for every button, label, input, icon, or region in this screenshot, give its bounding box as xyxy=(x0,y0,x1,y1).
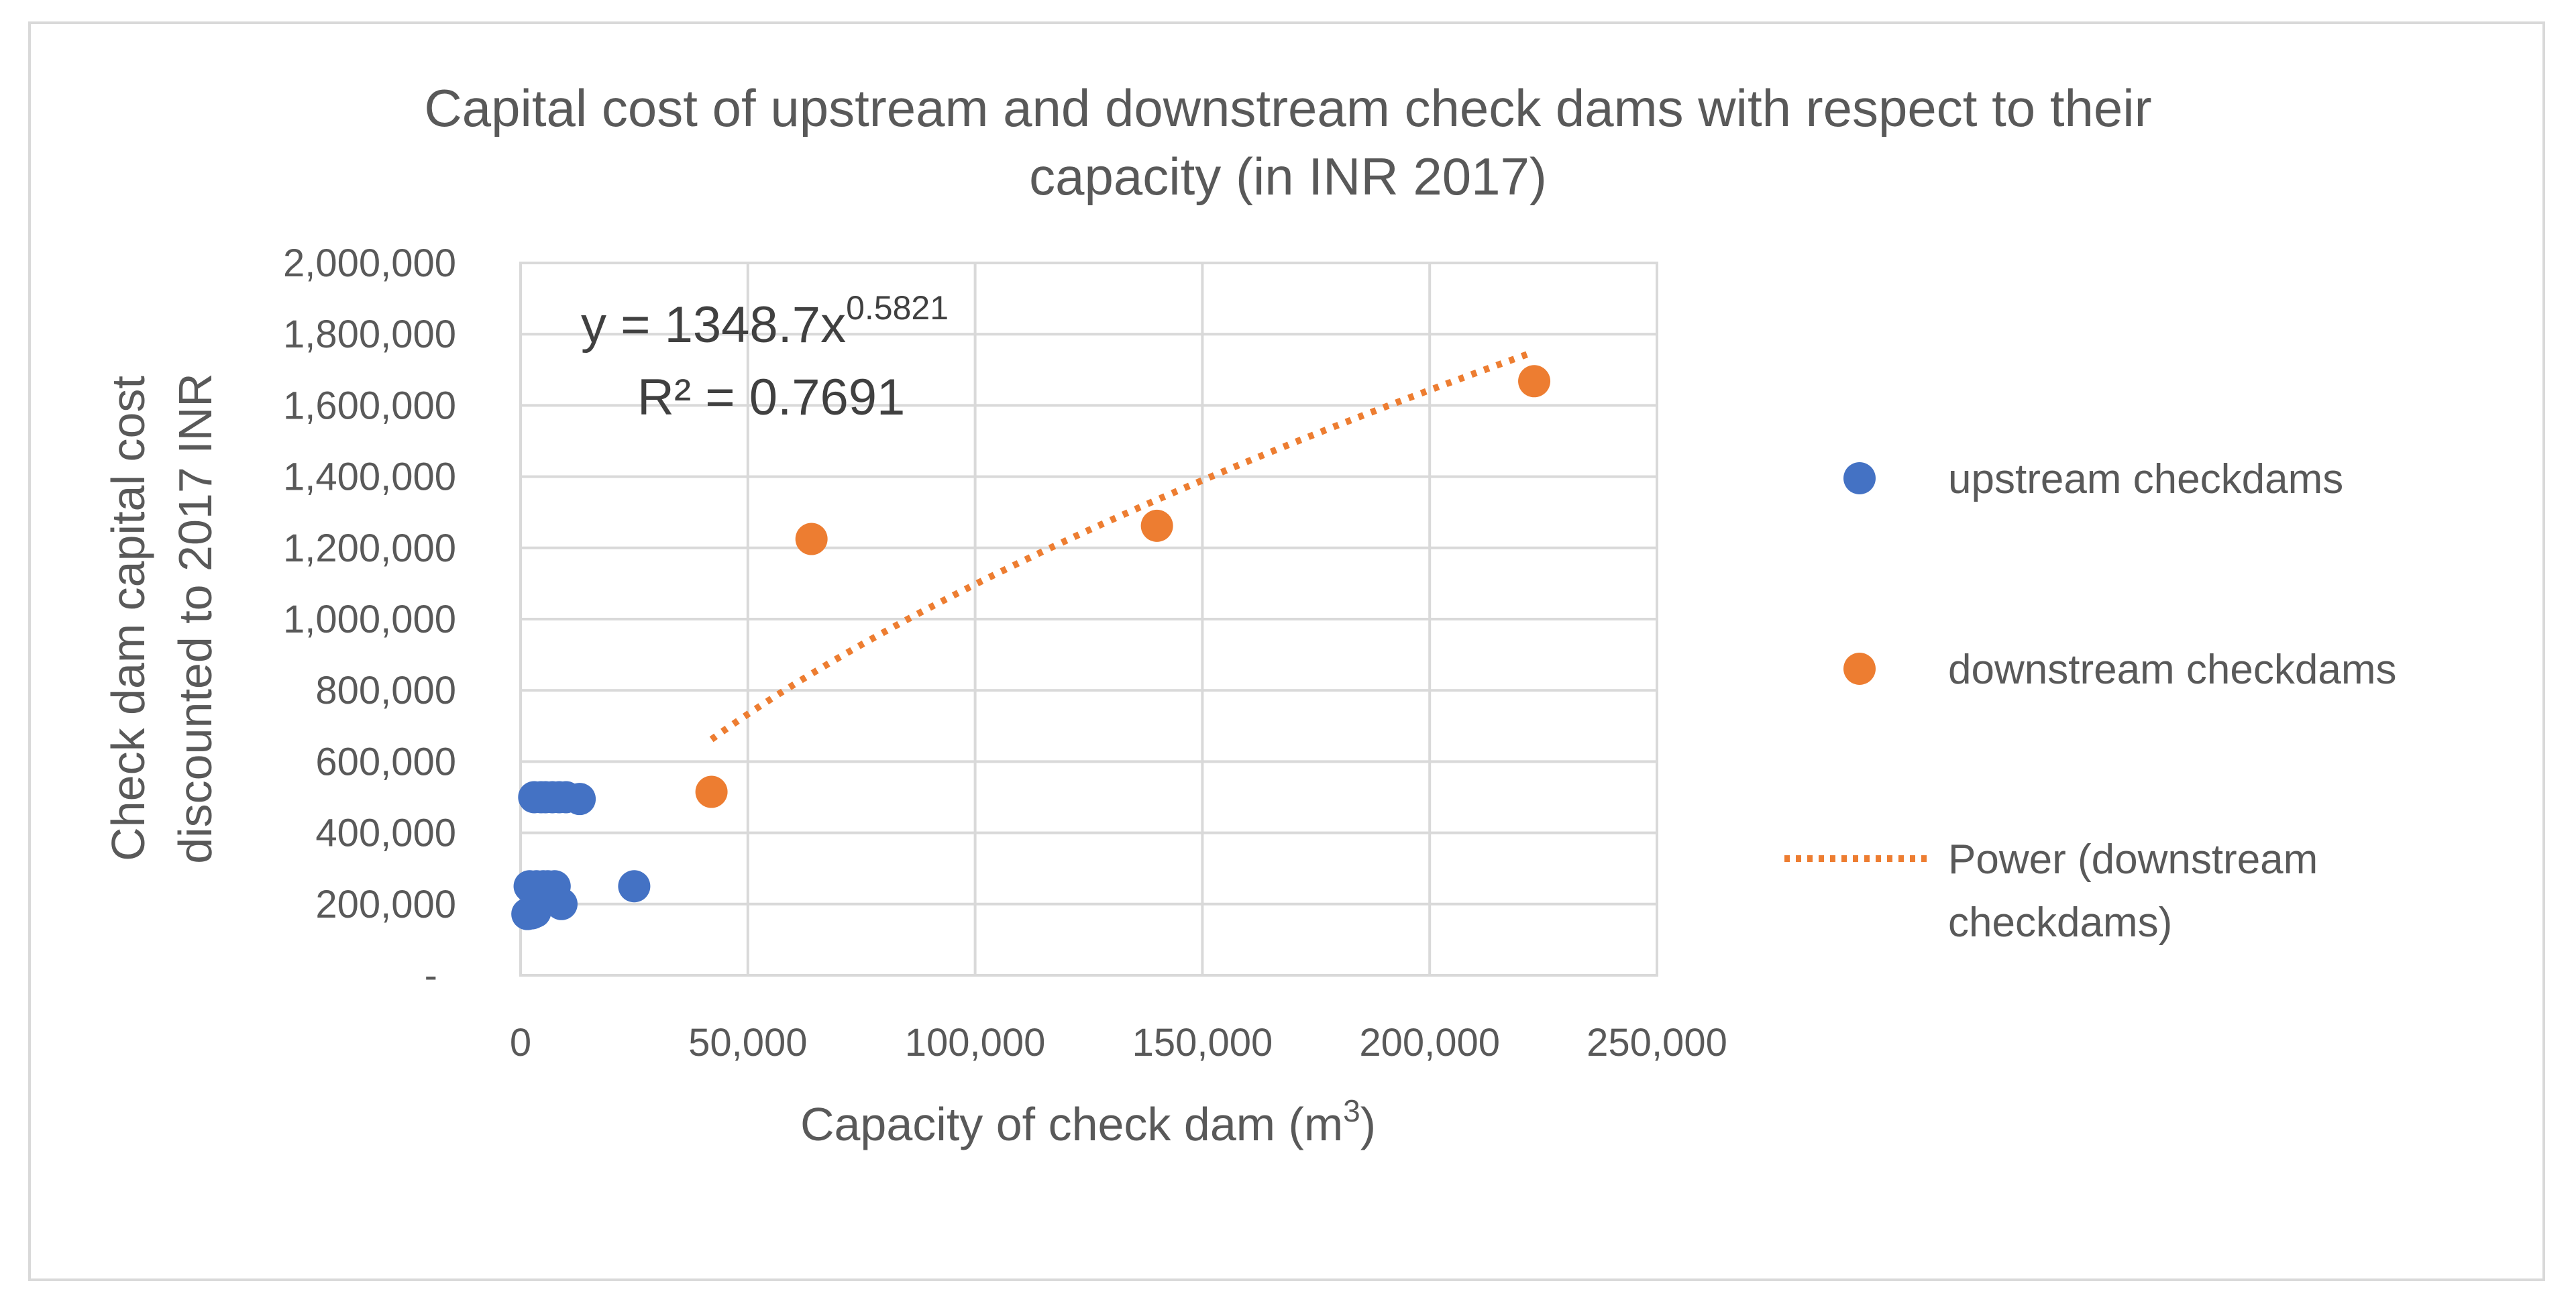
trendline-group xyxy=(709,350,1531,743)
y-tick-label: - xyxy=(425,954,437,997)
x-tick-label: 100,000 xyxy=(905,1021,1046,1065)
gridlines xyxy=(519,262,1658,977)
x-tick-label: 150,000 xyxy=(1132,1021,1273,1065)
legend-marker-downstream xyxy=(1843,653,1876,685)
y-tick-label: 1,000,000 xyxy=(283,598,456,641)
y-tick-label: 2,000,000 xyxy=(283,241,456,285)
x-tick-label: 200,000 xyxy=(1359,1021,1500,1065)
chart-title-line-2: capacity (in INR 2017) xyxy=(1029,147,1547,206)
legend-marker-upstream xyxy=(1843,462,1876,494)
y-axis-label-line-2: discounted to 2017 INR xyxy=(169,373,221,864)
x-axis-label-text: Capacity of check dam (m xyxy=(800,1098,1343,1150)
downstream-point xyxy=(795,523,828,555)
x-tick-label: 50,000 xyxy=(688,1021,807,1065)
y-axis-label-line-1: Check dam capital cost xyxy=(102,376,154,861)
trendline-r-squared: R² = 0.7691 xyxy=(637,369,905,426)
trendline-equation: y = 1348.7x0.5821 xyxy=(581,289,949,353)
equation-lhs: y = 1348.7x xyxy=(581,296,846,353)
y-tick-label: 1,600,000 xyxy=(283,384,456,427)
trendline-power-downstream xyxy=(709,350,1531,743)
x-tick-label: 0 xyxy=(510,1021,531,1065)
y-tick-label: 1,800,000 xyxy=(283,313,456,356)
downstream-point xyxy=(1140,509,1173,542)
chart-title-line-1: Capital cost of upstream and downstream … xyxy=(424,78,2151,138)
y-tick-label: 1,400,000 xyxy=(283,455,456,499)
x-axis-ticks: 0 50,000 100,000 150,000 200,000 250,000 xyxy=(510,1021,1727,1065)
equation-exponent: 0.5821 xyxy=(846,289,949,327)
legend: upstream checkdams downstream checkdams … xyxy=(1784,456,2397,946)
data-points xyxy=(511,365,1551,930)
upstream-point xyxy=(519,895,551,928)
upstream-point xyxy=(564,783,596,816)
chart-frame xyxy=(28,21,2545,1281)
upstream-point xyxy=(618,870,651,903)
y-tick-label: 400,000 xyxy=(315,812,456,855)
legend-label-trendline-line-1: Power (downstream xyxy=(1948,836,2318,883)
y-axis-ticks: - 200,000 400,000 600,000 800,000 1,000,000 1,… xyxy=(283,241,456,997)
x-axis-label: Capacity of check dam (m3) xyxy=(800,1093,1376,1150)
y-tick-label: 800,000 xyxy=(315,669,456,712)
x-axis-label-superscript: 3 xyxy=(1343,1093,1360,1128)
y-tick-label: 1,200,000 xyxy=(283,527,456,570)
legend-label-downstream: downstream checkdams xyxy=(1948,647,2397,693)
y-tick-label: 600,000 xyxy=(315,740,456,783)
y-tick-label: 200,000 xyxy=(315,883,456,926)
upstream-point xyxy=(545,887,578,920)
x-tick-label: 250,000 xyxy=(1587,1021,1727,1065)
downstream-point xyxy=(1518,365,1551,398)
legend-label-upstream: upstream checkdams xyxy=(1948,456,2343,502)
x-axis-label-close: ) xyxy=(1360,1098,1376,1150)
legend-label-trendline-line-2: checkdams) xyxy=(1948,900,2172,946)
downstream-point xyxy=(695,775,728,808)
